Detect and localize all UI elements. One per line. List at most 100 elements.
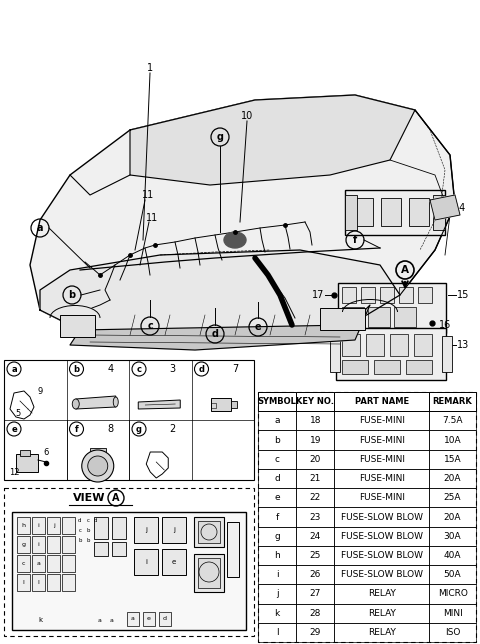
Text: 40A: 40A [444,551,461,560]
Text: e: e [274,493,280,502]
Text: 8: 8 [107,424,113,434]
Bar [162,549,186,575]
Text: FUSE-SLOW BLOW: FUSE-SLOW BLOW [341,551,423,560]
Bar [17,536,30,553]
Bar [62,517,75,534]
Bar [361,287,375,303]
Bar [390,334,408,356]
Bar [296,565,334,584]
Text: 19: 19 [310,435,321,444]
Text: FUSE-SLOW BLOW: FUSE-SLOW BLOW [341,532,423,541]
Bar [159,612,171,626]
Text: k: k [38,617,42,623]
Text: KEY NO.: KEY NO. [296,397,334,406]
Circle shape [88,456,108,476]
Bar [334,469,429,488]
Bar [330,336,340,372]
Polygon shape [30,95,455,340]
Text: 17: 17 [312,290,324,300]
Text: 7: 7 [232,364,239,374]
Bar [399,287,413,303]
Bar [296,527,334,546]
Text: h: h [22,523,25,528]
Polygon shape [70,305,370,350]
Bar [258,546,296,565]
Bar [334,412,429,430]
Text: d: d [163,616,167,621]
Bar [134,517,158,543]
Text: g: g [216,132,224,142]
Text: FUSE-MINI: FUSE-MINI [359,435,405,444]
Text: d: d [274,474,280,483]
Text: j: j [276,589,278,598]
Bar [94,517,108,539]
Text: e: e [172,559,176,565]
Bar [334,623,429,642]
Bar [296,392,334,412]
Bar [429,603,476,623]
Bar [258,507,296,527]
Text: l: l [37,580,39,585]
Text: 25: 25 [310,551,321,560]
Text: f: f [353,235,357,245]
Ellipse shape [224,232,246,248]
Bar [90,448,106,456]
Text: MINI: MINI [443,609,462,618]
Bar [296,412,334,430]
Bar [345,190,445,235]
Bar [62,574,75,591]
Bar [342,334,360,356]
Bar [334,392,429,412]
Bar [62,536,75,553]
Bar [127,612,139,626]
Bar [381,198,401,226]
Bar [345,195,357,230]
Bar [32,574,45,591]
Bar [409,198,429,226]
Text: l: l [276,628,278,637]
Text: 16: 16 [439,320,451,330]
Bar [296,546,334,565]
Text: g: g [274,532,280,541]
Bar [4,360,254,480]
Bar [20,450,30,456]
Bar [258,412,296,430]
Text: a: a [11,365,17,374]
Bar [414,334,432,356]
Text: c: c [22,561,25,566]
Text: b: b [69,290,75,300]
Text: g: g [136,424,142,433]
Text: 15A: 15A [444,455,461,464]
Text: 10: 10 [241,111,253,121]
Bar [433,195,445,230]
Bar [16,454,38,472]
Bar [94,542,108,556]
Bar [334,527,429,546]
Bar [112,542,126,556]
Text: d: d [78,518,82,522]
Bar [342,287,356,303]
Bar [211,398,231,411]
Bar [380,287,394,303]
Bar [418,287,432,303]
Bar [17,517,30,534]
Text: ISO: ISO [445,628,460,637]
Bar [258,392,296,412]
Bar [258,488,296,507]
Text: 3: 3 [170,364,176,374]
Text: 4: 4 [107,364,113,374]
Circle shape [379,286,389,296]
Bar [336,328,446,380]
Polygon shape [40,250,400,340]
Text: PART NAME: PART NAME [355,397,409,406]
Bar [227,522,239,577]
Bar [429,430,476,450]
Bar [366,334,384,356]
Text: c: c [86,518,89,522]
Text: 27: 27 [310,589,321,598]
Bar [296,507,334,527]
Bar [296,603,334,623]
Bar [32,555,45,572]
Text: A: A [401,265,409,275]
Text: 18: 18 [310,417,321,425]
